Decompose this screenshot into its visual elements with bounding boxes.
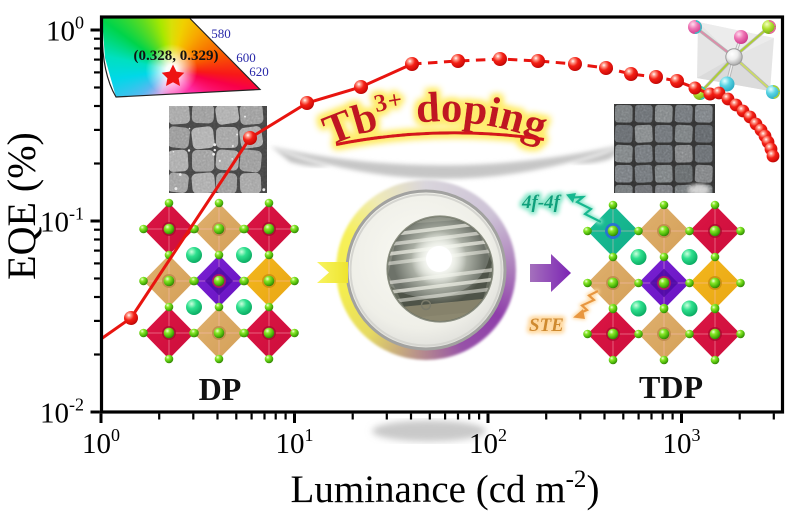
svg-text:100: 100 <box>46 12 84 47</box>
svg-text:DP: DP <box>199 371 242 407</box>
svg-text:10-1: 10-1 <box>40 203 84 238</box>
svg-text:Luminance (cd m-2): Luminance (cd m-2) <box>291 466 600 511</box>
svg-text:103: 103 <box>663 425 701 460</box>
svg-text:580: 580 <box>211 26 231 41</box>
svg-text:101: 101 <box>276 425 314 460</box>
svg-text:102: 102 <box>469 425 507 460</box>
svg-text:620: 620 <box>249 64 269 79</box>
svg-text:100: 100 <box>82 425 120 460</box>
svg-text:Tb3+ doping: Tb3+ doping <box>317 84 554 155</box>
svg-text:(0.328, 0.329): (0.328, 0.329) <box>134 48 219 64</box>
svg-text:STE: STE <box>529 315 564 336</box>
svg-text:4f-4f: 4f-4f <box>521 192 562 213</box>
svg-text:EQE (%): EQE (%) <box>0 132 44 280</box>
svg-text:600: 600 <box>236 50 256 65</box>
svg-text:TDP: TDP <box>639 369 703 405</box>
svg-text:10-2: 10-2 <box>40 394 84 429</box>
